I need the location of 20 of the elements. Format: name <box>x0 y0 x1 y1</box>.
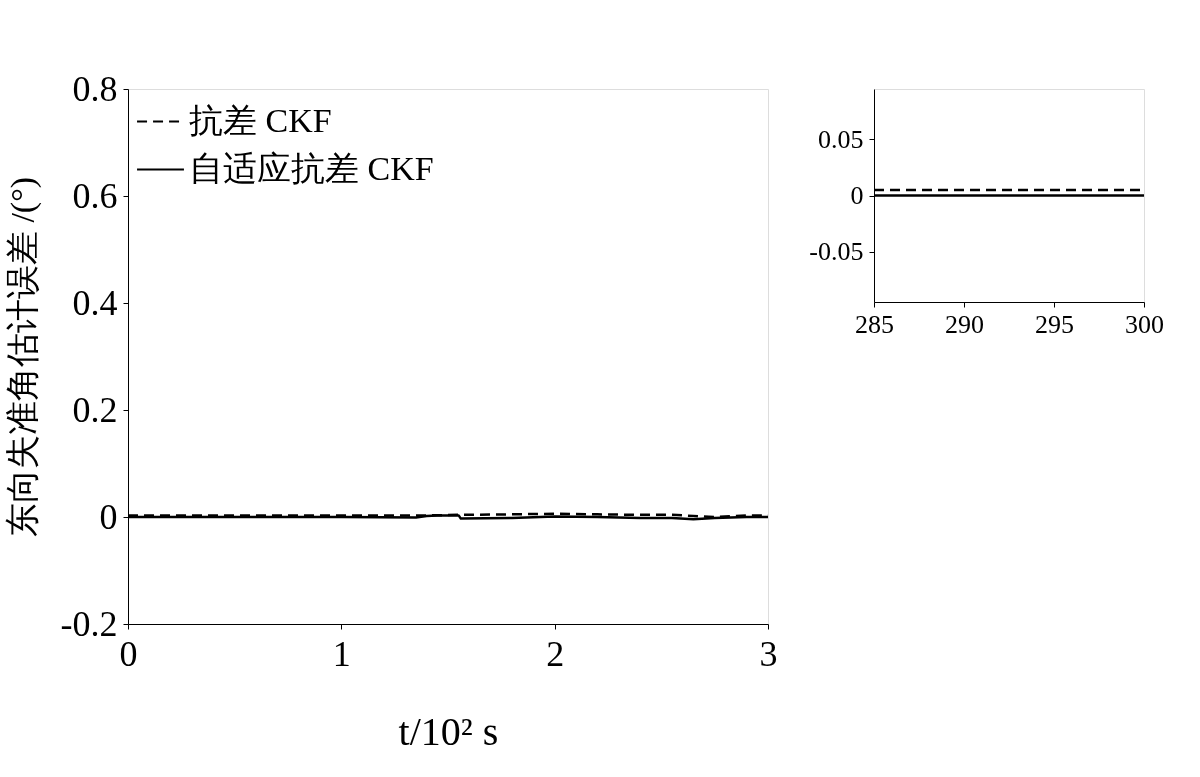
y-tick-label: 0 <box>850 181 864 210</box>
y-tick-label: 0.6 <box>72 175 118 216</box>
y-axis-title: 东向失准角估计误差 /(°) <box>3 176 42 538</box>
y-tick-label: -0.05 <box>809 237 864 267</box>
legend-label: 抗差 CKF <box>189 101 332 139</box>
y-tick-label: 0.2 <box>72 389 118 430</box>
y-tick-label: 0.4 <box>72 282 118 323</box>
x-axis-title: t/10² s <box>398 708 499 754</box>
x-tick-label: 300 <box>1125 309 1164 339</box>
y-tick-label: -0.2 <box>60 603 118 644</box>
x-tick-label: 3 <box>759 633 778 674</box>
y-tick-label: 0 <box>99 496 118 537</box>
x-tick-label: 1 <box>332 633 351 674</box>
x-tick-label: 2 <box>546 633 565 674</box>
y-tick-label: 0.8 <box>72 68 118 109</box>
x-tick-label: 290 <box>945 309 984 339</box>
x-tick-label: 295 <box>1035 309 1074 339</box>
x-tick-label: 285 <box>855 309 894 339</box>
legend-label: 自适应抗差 CKF <box>189 149 434 187</box>
y-tick-label: 0.05 <box>818 124 864 154</box>
